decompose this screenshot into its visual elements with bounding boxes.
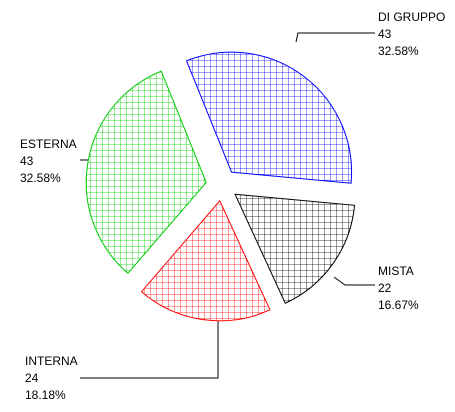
slice-value: 43 [20,154,34,168]
slice-label: ESTERNA [20,137,77,151]
leader-line [333,276,375,286]
slice-percent: 32.58% [378,44,419,58]
slice-percent: 18.18% [25,388,66,402]
pie-slice [185,51,353,184]
slice-percent: 32.58% [20,171,61,185]
leader-line [295,32,375,43]
slice-percent: 16.67% [378,298,419,312]
leader-line [80,318,219,379]
slice-label: INTERNA [25,354,78,368]
slice-value: 22 [378,281,392,295]
pie-slice [234,193,356,304]
pie-slice [140,199,271,322]
pie-slice [85,70,207,275]
slice-label: MISTA [378,264,414,278]
slice-label: DI GRUPPO [378,10,445,24]
slice-value: 24 [25,371,39,385]
slice-value: 43 [378,27,392,41]
